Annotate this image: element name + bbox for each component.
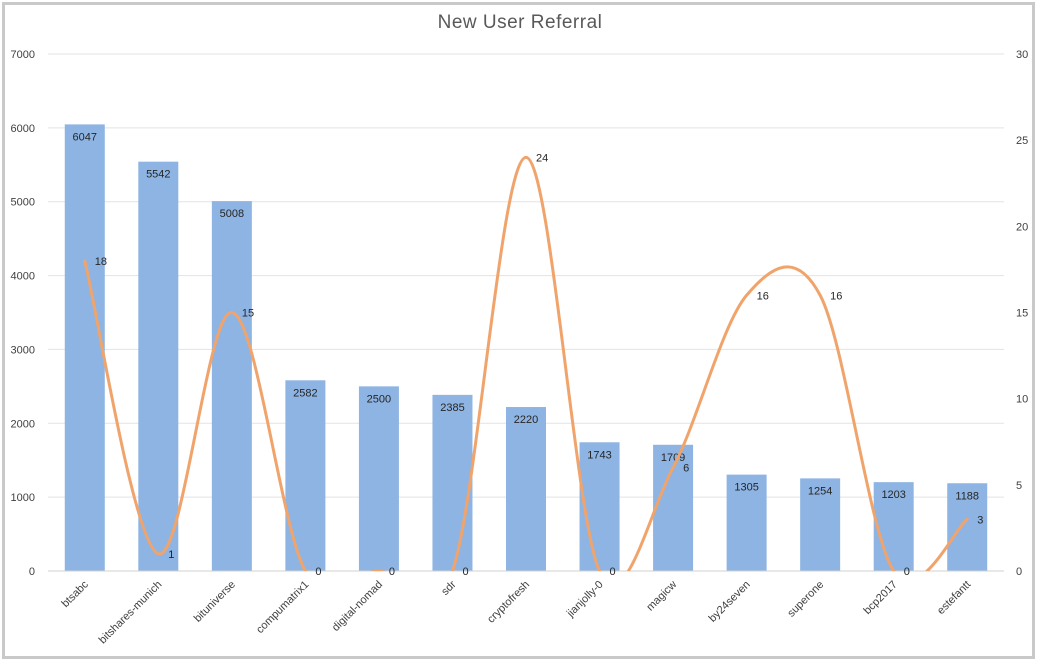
x-tick-label: bitshares-munich — [97, 579, 165, 647]
x-tick-label: btsabc — [59, 578, 91, 610]
x-tick-label: magicw — [644, 579, 679, 614]
line-data-label: 1 — [168, 549, 174, 561]
x-tick-label: by24seven — [707, 579, 753, 625]
x-tick-label: bcp2017 — [861, 579, 899, 617]
x-tick-label: jianjolly-0 — [564, 579, 606, 621]
y-right-tick-label: 20 — [1016, 221, 1028, 233]
x-tick-label: digital-nomad — [330, 579, 385, 634]
bar — [64, 124, 105, 571]
bar — [873, 482, 914, 571]
y-right-tick-label: 15 — [1016, 308, 1028, 320]
x-tick-label: superone — [785, 579, 826, 620]
series-line — [83, 155, 969, 571]
bar-data-label: 5008 — [220, 208, 244, 220]
bar-data-label: 2385 — [440, 402, 464, 414]
bar — [800, 478, 841, 571]
bar-data-label: 2500 — [367, 393, 391, 405]
line-data-label: 0 — [389, 566, 395, 578]
x-tick-label: sdr — [439, 578, 459, 598]
line-data-label: 0 — [462, 566, 468, 578]
bar — [285, 380, 326, 571]
y-right-tick-label: 0 — [1016, 566, 1022, 578]
y-left-tick-label: 2000 — [11, 418, 35, 430]
y-left-tick-label: 7000 — [11, 49, 35, 61]
bar-data-label: 1203 — [881, 489, 905, 501]
y-right-tick-label: 25 — [1016, 135, 1028, 147]
line-data-label: 15 — [242, 308, 254, 320]
x-tick-label: compumatrix1 — [254, 579, 311, 636]
y-left-tick-label: 4000 — [11, 271, 35, 283]
line-data-label: 24 — [536, 152, 548, 164]
line-data-label: 3 — [977, 514, 983, 526]
y-left-tick-label: 1000 — [11, 492, 35, 504]
y-left-tick-label: 0 — [29, 566, 35, 578]
bar-data-label: 1254 — [808, 485, 832, 497]
bar — [579, 442, 620, 571]
bar-data-label: 6047 — [73, 131, 97, 143]
bar-data-label: 2582 — [293, 387, 317, 399]
line-data-label: 0 — [610, 566, 616, 578]
line-data-label: 18 — [95, 256, 107, 268]
bar-data-label: 5542 — [146, 169, 170, 181]
line-data-label: 0 — [315, 566, 321, 578]
chart-title: New User Referral — [437, 12, 603, 33]
x-tick-label: estefantt — [935, 579, 973, 617]
y-right-tick-label: 5 — [1016, 480, 1022, 492]
y-left-tick-label: 3000 — [11, 344, 35, 356]
bar-data-label: 1709 — [661, 452, 685, 464]
y-right-tick-label: 30 — [1016, 49, 1028, 61]
line-data-label: 16 — [830, 290, 842, 302]
bar — [432, 394, 473, 571]
bar — [506, 407, 546, 571]
y-left-tick-label: 5000 — [11, 197, 35, 209]
bar — [947, 483, 988, 571]
bar — [211, 201, 252, 572]
line-data-label: 6 — [683, 463, 689, 475]
y-left-tick-label: 6000 — [11, 123, 35, 135]
bar-data-label: 1743 — [587, 449, 611, 461]
bar-data-label: 2220 — [514, 414, 538, 426]
bar — [358, 386, 399, 571]
bar-data-label: 1188 — [955, 490, 979, 502]
x-tick-label: cryptofresh — [485, 579, 532, 626]
bar — [138, 161, 179, 571]
bar-data-label: 1305 — [734, 482, 758, 494]
line-data-label: 16 — [757, 290, 769, 302]
line-data-label: 0 — [904, 566, 910, 578]
y-right-tick-label: 10 — [1016, 394, 1028, 406]
bar — [726, 474, 767, 571]
x-tick-label: bituniverse — [192, 579, 238, 625]
